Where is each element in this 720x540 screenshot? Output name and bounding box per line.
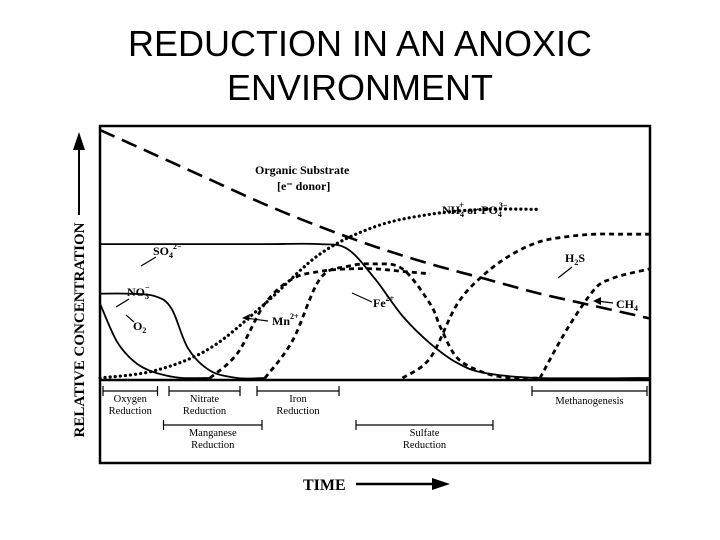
ch4-pointer-head — [593, 297, 601, 305]
o2-pointer — [125, 314, 135, 323]
or-po4-text: or PO — [464, 203, 498, 217]
h2s-pointer — [557, 266, 573, 279]
zone-label: Nitrate — [190, 394, 219, 405]
title-line-1: REDUCTION IN AN ANOXIC — [127, 23, 593, 64]
series-label-so4: SO42− — [153, 242, 182, 260]
series-line-no3 — [99, 292, 266, 380]
zone-label: Reduction — [403, 440, 447, 451]
series-label-nh4-po4: NH4+ or PO43− — [442, 200, 508, 219]
series-sublabel-organic: [e⁻ donor] — [277, 179, 330, 193]
so4-pointer — [140, 256, 157, 267]
x-axis-label: TIME — [303, 477, 346, 494]
series-line-nh4-or-po4-3 — [98, 207, 542, 380]
zone-label: Sulfate — [410, 428, 440, 439]
zone-label: Reduction — [183, 406, 227, 417]
series-line-fe2 — [263, 262, 541, 380]
series-label-fe: Fe2+ — [373, 294, 395, 310]
series-label-o2: O2 — [133, 319, 146, 335]
series-label-ch4: CH4 — [616, 297, 638, 313]
series-line-ch4 — [538, 267, 651, 379]
series-label-mn: Mn2+ — [272, 312, 299, 328]
mn-pointer-head — [242, 314, 250, 321]
nh4-text: NH — [442, 203, 461, 217]
series-label-no3: NO3− — [127, 283, 150, 301]
series-label-h2s: H2S — [565, 251, 585, 267]
zone-label: Reduction — [191, 440, 235, 451]
fe-pointer — [351, 292, 373, 303]
series-line-o2 — [99, 302, 211, 380]
zone-label: Reduction — [109, 406, 153, 417]
zone-label: Oxygen — [114, 394, 148, 405]
series-line-h2s — [401, 232, 650, 380]
no3-pointer — [115, 298, 130, 308]
y-axis-label: RELATIVE CONCENTRATION — [72, 222, 88, 437]
y-axis-arrow-head — [73, 132, 85, 150]
zone-label: Reduction — [276, 406, 320, 417]
zone-label: Methanogenesis — [555, 396, 623, 407]
zone-label: Iron — [289, 394, 307, 405]
zone-label: Manganese — [189, 428, 237, 439]
title-line-2: ENVIRONMENT — [226, 67, 493, 108]
series-line-organic-substrate — [99, 128, 651, 320]
series-label-organic: Organic Substrate — [255, 163, 350, 177]
slide-title: REDUCTION IN AN ANOXIC ENVIRONMENT — [0, 22, 720, 110]
x-axis-arrow-head — [432, 478, 450, 490]
series-line-mn2 — [209, 267, 431, 380]
